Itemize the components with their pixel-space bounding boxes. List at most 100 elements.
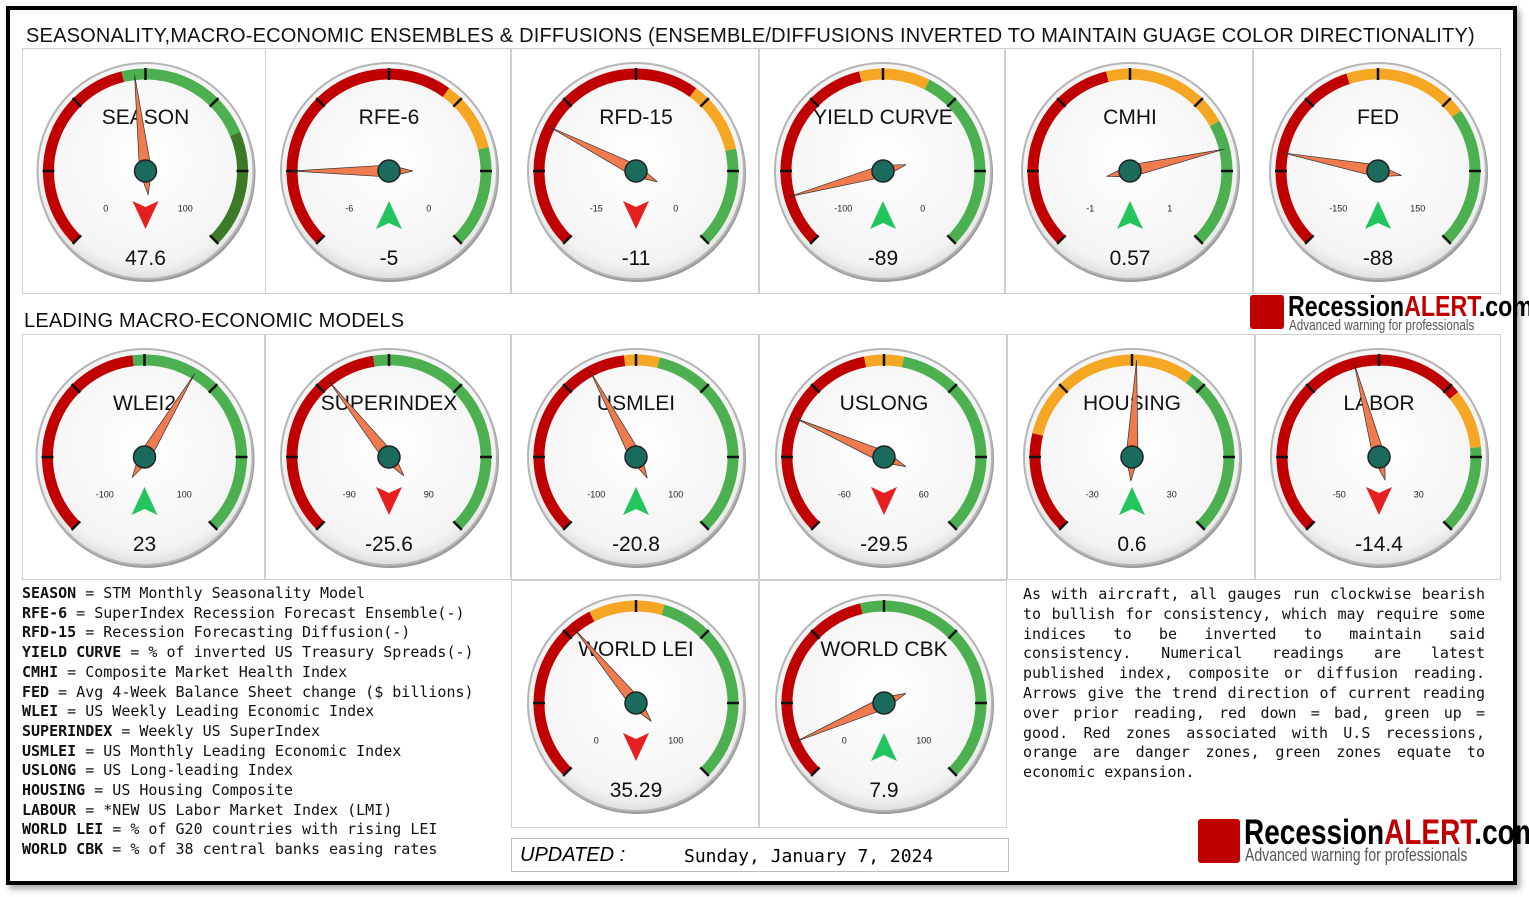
legend-row: CMHI = Composite Market Health Index — [22, 663, 474, 683]
legend-row: WORLD LEI = % of G20 countries with risi… — [22, 820, 474, 840]
gauge-cell: -150 150 FED -88 — [1253, 48, 1501, 294]
trend-up-arrow-icon — [376, 201, 402, 229]
gauge-max-label: 100 — [177, 489, 192, 499]
gauge-superindex: -90 90 SUPERINDEX -25.6 — [280, 348, 499, 568]
gauge-zone-green — [132, 354, 247, 530]
gauge-tick — [1442, 520, 1453, 531]
gauge-tick — [1305, 383, 1316, 394]
gauge-hub — [133, 159, 158, 183]
legend-key: USMLEI — [22, 741, 77, 760]
gauge-tick — [562, 234, 573, 245]
gauge-tick — [946, 234, 957, 245]
gauge-value: -11 — [622, 247, 651, 270]
gauge-min-label: -15 — [590, 203, 603, 213]
gauge-tick — [452, 383, 463, 394]
gauge-hub — [1120, 445, 1144, 469]
gauge-min-label: 0 — [594, 735, 599, 745]
gauge-tick — [452, 234, 463, 245]
gauge-zone-green — [661, 604, 739, 776]
gauge-zone-orange — [1032, 354, 1193, 436]
gauge-tick — [1058, 383, 1069, 394]
legend-key: SEASON — [22, 584, 77, 602]
trend-down-arrow-icon — [1366, 487, 1392, 515]
brand-logo-top: RecessionALERT.com Advanced warning for … — [1250, 291, 1529, 334]
gauge-zone-red — [286, 68, 450, 244]
gauge-min-label: -30 — [1086, 489, 1099, 499]
gauge-zone-red — [1275, 73, 1350, 244]
legend-desc: = Weekly US SuperIndex — [112, 721, 321, 740]
gauge-cell: 0 100 WORLD CBK 7.9 — [759, 580, 1007, 828]
legend-desc: = US Long-leading Index — [76, 761, 293, 780]
legend-key: HOUSING — [22, 781, 86, 800]
gauge-value: -14.4 — [1355, 533, 1403, 556]
gauge-tick — [947, 383, 958, 394]
gauge-zone-red — [533, 355, 626, 530]
gauge-value: -88 — [1363, 247, 1393, 270]
gauge-zone-red — [781, 356, 867, 530]
gauge-world-lei: 0 100 WORLD LEI 35.29 — [527, 594, 746, 814]
gauge-tick — [810, 766, 821, 777]
gauge-tick — [562, 97, 573, 108]
gauge-tick — [207, 520, 219, 531]
gauge-tick — [71, 97, 83, 108]
gauge-value: 47.6 — [125, 247, 166, 270]
gauge-zone-orange — [623, 354, 660, 369]
legend-row: SUPERINDEX = Weekly US SuperIndex — [22, 722, 474, 742]
gauge-tick — [947, 766, 958, 777]
gauge-zone-red — [1027, 71, 1109, 244]
legend-row: USLONG = US Long-leading Index — [22, 761, 474, 781]
gauge-title: USLONG — [840, 392, 929, 415]
gauge-zone-orange — [1106, 68, 1220, 127]
gauge-value: 7.9 — [869, 779, 898, 802]
gauge-tick — [810, 629, 821, 640]
legend-desc: = SuperIndex Recession Forecast Ensemble… — [67, 603, 465, 622]
gauge-max-label: 100 — [668, 489, 683, 499]
gauge-cell: 0 100 SEASON 47.6 — [22, 48, 267, 294]
legend-key: SUPERINDEX — [22, 721, 113, 740]
trend-down-arrow-icon — [132, 201, 159, 229]
gauge-zone-red — [43, 71, 125, 244]
gauge-min-label: -100 — [834, 203, 852, 213]
gauge-title: WLEI2 — [113, 392, 176, 415]
gauge-tick — [699, 766, 710, 777]
gauge-zone-green — [700, 148, 739, 244]
gauge-title: LABOR — [1343, 392, 1414, 415]
gauge-uslong: -60 60 USLONG -29.5 — [775, 348, 994, 568]
trend-up-arrow-icon — [131, 487, 158, 515]
gauge-zone-green — [1194, 120, 1233, 244]
gauge-tick — [71, 234, 83, 245]
gauge-zone-red — [533, 611, 595, 776]
gauge-value: 23 — [133, 533, 156, 556]
legend-desc: = US Monthly Leading Economic Index — [76, 741, 402, 760]
legend-desc: = *NEW US Labor Market Index (LMI) — [76, 800, 393, 819]
gauge-min-label: 0 — [103, 203, 108, 213]
gauge-max-label: 60 — [919, 489, 929, 499]
gauge-zone-green — [924, 79, 986, 244]
legend-key: RFE-6 — [22, 603, 68, 622]
gauge-hub — [1366, 159, 1390, 183]
gauge-min-label: -50 — [1333, 489, 1346, 499]
legend-desc: = STM Monthly Seasonality Model — [76, 584, 366, 602]
gauge-yield-curve: -100 0 YIELD CURVE -89 — [774, 62, 993, 282]
legend-row: LABOUR = *NEW US Labor Market Index (LMI… — [22, 801, 474, 821]
gauge-fed: -150 150 FED -88 — [1269, 62, 1488, 282]
legend-desc: = % of 38 central banks easing rates — [103, 840, 438, 859]
gauge-tick — [1195, 520, 1206, 531]
gauge-max-label: 30 — [1414, 489, 1424, 499]
gauge-zone-red — [533, 68, 697, 244]
legend-desc: = Composite Market Health Index — [58, 662, 348, 681]
gauge-tick — [809, 234, 820, 245]
legend-key: WLEI — [22, 702, 59, 721]
gauge-tick — [1441, 234, 1452, 245]
brand-name: RecessionALERT.com — [1244, 813, 1529, 852]
gauge-tick — [315, 520, 326, 531]
legend-key: RFD-15 — [22, 623, 77, 642]
legend-desc: = US Housing Composite — [85, 781, 293, 800]
gauge-cmhi: -1 1 CMHI 0.57 — [1021, 62, 1240, 282]
gauge-tick — [562, 766, 573, 777]
gauge-tick — [810, 520, 821, 531]
gauge-hub — [377, 159, 401, 183]
gauge-hub — [872, 445, 896, 469]
gauge-hub — [1367, 445, 1391, 469]
gauge-value: 0.57 — [1110, 247, 1151, 270]
